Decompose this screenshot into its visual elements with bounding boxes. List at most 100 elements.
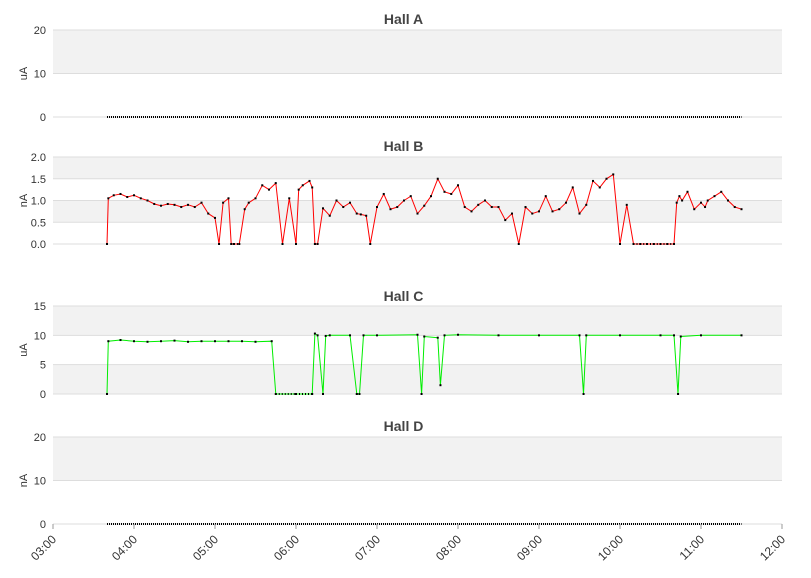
y-tick-label: 15	[34, 301, 46, 313]
data-point	[261, 184, 264, 187]
data-point	[484, 199, 486, 202]
data-point	[301, 184, 304, 187]
x-tick-label: 12:00	[757, 532, 788, 563]
x-tick-label: 03:00	[28, 532, 59, 563]
data-point	[517, 243, 520, 245]
data-point	[365, 214, 368, 217]
data-point	[126, 196, 129, 199]
y-axis-label: nA	[18, 473, 30, 487]
data-point	[274, 182, 277, 185]
data-point	[359, 213, 362, 216]
data-point	[619, 243, 621, 245]
data-point	[700, 334, 702, 337]
data-point	[578, 334, 581, 337]
data-point	[423, 335, 426, 338]
data-point	[119, 192, 122, 195]
x-tick-label: 07:00	[352, 532, 383, 563]
data-point	[133, 340, 135, 343]
data-point	[166, 202, 169, 205]
data-point	[288, 197, 291, 200]
data-point	[490, 206, 493, 209]
data-point	[369, 243, 372, 245]
data-point	[416, 212, 419, 215]
data-point	[470, 210, 473, 213]
data-point	[585, 203, 588, 206]
data-point	[322, 207, 324, 210]
y-tick-label: 0.5	[31, 217, 46, 229]
chart-title: Hall C	[384, 288, 424, 304]
data-point	[538, 334, 540, 337]
data-point	[227, 340, 230, 343]
data-point	[187, 340, 189, 343]
data-point	[376, 206, 378, 209]
data-point	[238, 243, 241, 245]
chart-title: Hall B	[384, 138, 424, 154]
chart-title: Hall A	[384, 11, 423, 27]
y-tick-label: 0	[40, 112, 46, 124]
data-point	[524, 206, 527, 209]
data-point	[582, 393, 585, 395]
x-tick-label: 10:00	[595, 532, 626, 563]
data-point	[679, 335, 682, 338]
data-point	[565, 201, 567, 204]
plot-band	[53, 157, 782, 179]
data-point	[740, 334, 743, 337]
data-point	[200, 340, 203, 343]
plot-band	[53, 364, 782, 394]
data-point	[396, 206, 399, 209]
data-point	[430, 195, 432, 198]
data-point	[619, 334, 621, 337]
y-tick-label: 5	[40, 360, 46, 372]
data-point	[675, 201, 678, 204]
series-line	[106, 332, 742, 395]
data-point	[376, 334, 378, 337]
data-point	[335, 199, 338, 202]
data-point	[308, 179, 311, 182]
y-axis-label: uA	[18, 66, 30, 80]
data-point	[173, 203, 176, 206]
data-point	[247, 201, 250, 204]
data-point	[200, 201, 203, 204]
y-tick-label: 1.0	[31, 196, 46, 208]
data-point	[328, 334, 331, 337]
data-point	[146, 199, 149, 202]
y-tick-label: 2.0	[31, 152, 46, 164]
data-point	[551, 210, 554, 213]
data-point	[268, 188, 270, 191]
data-point	[504, 219, 507, 222]
data-point	[450, 192, 453, 195]
data-point	[222, 201, 225, 204]
data-point	[342, 206, 345, 209]
y-axis-label: uA	[18, 343, 30, 357]
data-point	[349, 334, 351, 337]
data-point	[349, 201, 351, 204]
data-point	[686, 190, 689, 193]
plot-band	[53, 306, 782, 336]
data-point	[146, 340, 149, 343]
data-point	[187, 203, 189, 206]
data-point	[227, 197, 230, 200]
data-point	[511, 212, 513, 215]
data-point	[681, 199, 684, 202]
data-point	[281, 243, 284, 245]
data-point	[180, 206, 183, 209]
data-point	[538, 210, 540, 213]
data-point	[700, 201, 702, 204]
y-tick-label: 20	[34, 25, 46, 37]
data-point	[706, 199, 709, 202]
data-point	[313, 332, 316, 335]
plot-band	[53, 30, 782, 74]
data-point	[558, 208, 561, 211]
data-point	[673, 334, 675, 337]
data-point	[316, 334, 319, 337]
chart-title: Hall D	[384, 418, 424, 434]
data-point	[358, 393, 361, 395]
data-point	[443, 190, 446, 193]
data-point	[659, 334, 662, 337]
y-tick-label: 10	[34, 69, 46, 81]
x-tick-label: 06:00	[271, 532, 302, 563]
data-point	[112, 194, 115, 197]
data-point	[311, 393, 314, 395]
data-point	[677, 393, 680, 395]
